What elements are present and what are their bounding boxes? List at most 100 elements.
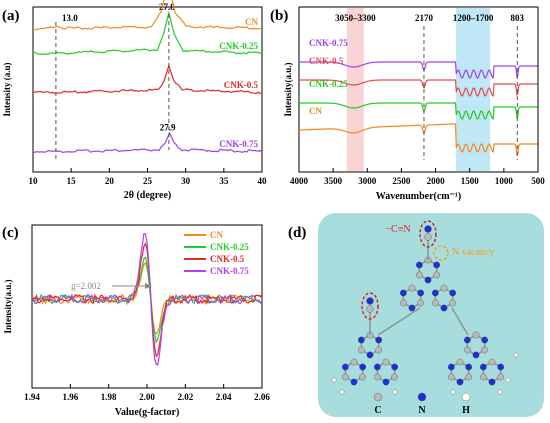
reference-label: 13.0: [62, 13, 78, 23]
bond: [377, 307, 421, 336]
y-axis-label: Intensity(a.u.): [3, 279, 13, 333]
carbon-atom: [382, 358, 390, 366]
x-axis-label: 2θ (degree): [124, 190, 172, 201]
legend-label-cnk-0.5: CNK-0.5: [210, 254, 245, 264]
carbon-atom: [366, 305, 374, 313]
nitrogen-atom: [433, 261, 441, 269]
band-label: 1200–1700: [453, 13, 494, 23]
x-tick-label: 1000: [495, 176, 514, 186]
nitrogen-atom: [359, 363, 367, 371]
series-line-cnk-0.5: [32, 63, 263, 94]
panel-c-chart: 1.94 1.96 1.98 2.00 2.02 2.04 2.06 Value(g-fact…: [3, 224, 270, 418]
legend-label-n: N: [418, 405, 426, 416]
cyano-highlight: [361, 292, 379, 320]
nitrogen-atom: [391, 363, 399, 371]
legend-label-cnk-0.25: CNK-0.25: [210, 242, 249, 252]
carbon-atom: [424, 233, 432, 241]
reference-label: 803: [511, 13, 525, 23]
x-tick-label: 35: [219, 176, 229, 186]
carbon-atom: [417, 299, 425, 307]
carbon-atom: [433, 271, 441, 279]
y-axis-label: Intensity (a.u): [2, 62, 12, 116]
nitrogen-atom: [424, 276, 432, 284]
series-label-cnk-0.75: CNK-0.75: [309, 38, 348, 48]
x-tick-label: 3000: [358, 176, 377, 186]
hydrogen-atom: [339, 389, 345, 395]
series-label-cnk-0.5: CNK-0.5: [309, 56, 344, 66]
nitrogen-atom: [447, 363, 455, 371]
legend-atom-h: [461, 392, 471, 402]
nitrogen-atom: [373, 363, 381, 371]
carbon-atom: [350, 358, 358, 366]
x-tick-label: 10: [29, 176, 39, 186]
x-tick-label: 15: [67, 176, 77, 186]
nitrogen-atom: [408, 304, 416, 312]
carbon-atom: [440, 284, 448, 292]
x-tick-label: 40: [258, 176, 268, 186]
x-tick-label: 2.04: [216, 392, 232, 402]
nitrogen-atom: [350, 378, 358, 386]
x-axis-label: Value(g-factor): [115, 407, 180, 418]
nitrogen-atom: [472, 351, 480, 359]
diagram-background: [318, 213, 544, 417]
series-line-cn: [32, 0, 263, 31]
carbon-atom: [373, 373, 381, 381]
carbon-atom: [391, 373, 399, 381]
x-tick-label: 500: [531, 176, 545, 186]
hydrogen-atom: [513, 352, 519, 358]
x-tick-label: 1.98: [101, 392, 117, 402]
carbon-atom: [375, 346, 383, 354]
carbon-atom: [399, 299, 407, 307]
x-tick-label: 1.96: [62, 392, 78, 402]
panel-d-diagram: −C≡N N vacancy C N H: [318, 213, 544, 417]
panel-b-chart: 3050–3300 1200–1700 4000 3500 3000 2500 2000 15…: [283, 6, 545, 202]
nitrogen-atom: [488, 378, 496, 386]
g-value-annotation: g=2.002: [71, 281, 101, 291]
x-tick-label: 2.02: [177, 392, 193, 402]
nitrogen-atom: [382, 378, 390, 386]
carbon-atom: [472, 331, 480, 339]
nitrogen-atom: [440, 304, 448, 312]
legend-label-h: H: [462, 405, 470, 416]
series-line-cnk-0.75: [31, 233, 263, 366]
x-tick-label: 2.00: [139, 392, 155, 402]
legend-label-cn: CN: [210, 230, 223, 240]
vacancy-highlight: [433, 245, 449, 261]
legend-atom-n: [417, 392, 427, 402]
peak-label: 27.8: [159, 2, 175, 12]
carbon-atom: [408, 284, 416, 292]
y-axis-label: Intensity(a.u.): [283, 62, 293, 116]
nitrogen-atom: [366, 351, 374, 359]
nitrogen-atom: [366, 297, 374, 305]
panel-label-b: (b): [270, 8, 288, 24]
hydrogen-atom: [505, 377, 511, 383]
x-tick-label: 2.06: [254, 392, 270, 402]
panel-label-c: (c): [2, 225, 19, 241]
legend-atom-c: [373, 392, 383, 402]
series-line-cnk-0.75: [299, 61, 538, 79]
band-label: 3050–3300: [335, 13, 376, 23]
vacancy-label: N vacancy: [452, 247, 494, 258]
legend-label-cnk-0.75: CNK-0.75: [210, 266, 249, 276]
x-axis-label: Wavenumber(cm⁻¹): [376, 191, 461, 202]
carbon-atom: [359, 373, 367, 381]
nitrogen-atom: [431, 289, 439, 297]
carbon-atom: [481, 346, 489, 354]
series-label-cnk-0.25: CNK-0.25: [309, 79, 348, 89]
series-label-cn: CN: [245, 17, 258, 27]
nitrogen-atom: [481, 336, 489, 344]
series-label-cnk-0.25: CNK-0.25: [219, 41, 258, 51]
carbon-atom: [456, 358, 464, 366]
series-line-cn: [299, 123, 538, 157]
carbon-atom: [415, 271, 423, 279]
series-label-cn: CN: [309, 106, 322, 116]
x-tick-label: 30: [181, 176, 191, 186]
panel-b-frame: [298, 6, 539, 173]
legend-label-c: C: [374, 405, 381, 416]
carbon-atom: [357, 346, 365, 354]
nitrogen-atom: [424, 225, 432, 233]
panel-label-a: (a): [2, 8, 20, 24]
nitrogen-atom: [456, 378, 464, 386]
panel-a-chart: 10 15 20 25 30 35 40 2θ (degree) Intensity (a.u)…: [2, 0, 267, 201]
